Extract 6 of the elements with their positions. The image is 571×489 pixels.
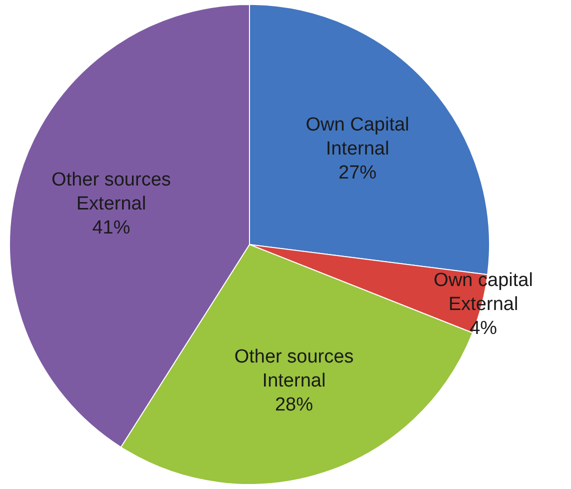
slice-label: Other sources Internal <box>234 346 354 392</box>
data-label: 27% <box>338 162 377 184</box>
data-label: 41% <box>92 218 130 239</box>
slice-label: Own Capital Internal <box>306 114 410 160</box>
data-label: 28% <box>274 394 314 416</box>
slice-label: Other sources External <box>52 170 171 215</box>
